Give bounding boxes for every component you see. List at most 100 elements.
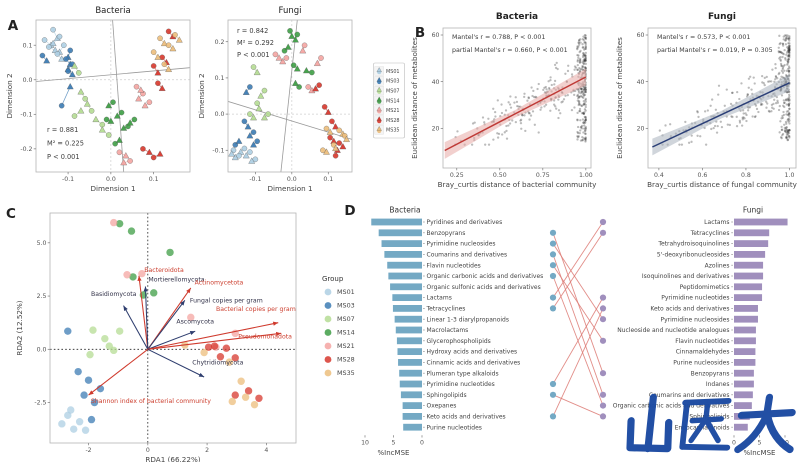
scatter-point bbox=[583, 59, 587, 62]
scatter-point bbox=[785, 131, 788, 134]
scatter-point bbox=[786, 131, 789, 134]
scatter-point bbox=[713, 124, 717, 128]
scatter-point bbox=[576, 99, 579, 102]
sample-point-triangle bbox=[156, 150, 164, 157]
bar bbox=[399, 380, 422, 388]
scatter-point bbox=[576, 48, 579, 51]
sample-point-triangle bbox=[113, 112, 121, 119]
sample-point-triangle bbox=[120, 159, 128, 166]
scatter-point bbox=[581, 90, 584, 93]
connector-line bbox=[552, 232, 604, 309]
scatter-point bbox=[576, 68, 579, 71]
sample-point-circle bbox=[110, 99, 116, 105]
sample-point-circle bbox=[82, 96, 88, 102]
sample-point-triangle bbox=[228, 150, 236, 157]
scatter-point bbox=[785, 113, 788, 116]
scatter-point bbox=[788, 113, 791, 116]
scatter-point bbox=[787, 53, 790, 57]
scatter-point bbox=[521, 114, 524, 117]
scatter-point bbox=[584, 57, 587, 60]
y-axis-label: Dimension 2 bbox=[197, 73, 206, 118]
rda-sample-point bbox=[225, 358, 234, 366]
scatter-point bbox=[567, 64, 570, 67]
scatter-point bbox=[778, 57, 781, 60]
sample-point-triangle bbox=[160, 39, 168, 47]
bar-label: Organic carbonic acids and derivatives bbox=[613, 403, 730, 410]
sample-point-triangle bbox=[250, 141, 257, 148]
scatter-point bbox=[782, 113, 786, 116]
stats-text: r = 0.881 bbox=[47, 126, 78, 134]
plot-content bbox=[36, 20, 190, 172]
scatter-point bbox=[578, 43, 581, 46]
scatter-point bbox=[582, 112, 585, 115]
scatter-point bbox=[560, 101, 563, 104]
scatter-point bbox=[582, 62, 586, 66]
legend-item-label: MS35 bbox=[337, 369, 355, 377]
bar-label: Keto acids and derivatives bbox=[650, 306, 729, 313]
scatter-point bbox=[579, 38, 582, 41]
legend-swatch bbox=[324, 342, 332, 350]
scatter-point bbox=[754, 115, 757, 118]
scatter-point bbox=[576, 135, 580, 139]
scatter-point bbox=[549, 79, 552, 82]
scatter-point bbox=[787, 134, 790, 138]
bar bbox=[394, 315, 422, 323]
sample-point-circle bbox=[67, 47, 73, 54]
bar bbox=[734, 359, 756, 366]
scatter-point bbox=[509, 106, 513, 109]
bar-axis-label: %IncMSE bbox=[744, 449, 776, 457]
scatter-point bbox=[788, 44, 791, 48]
scatter-point bbox=[738, 119, 742, 122]
scatter-point bbox=[514, 96, 517, 99]
sample-point-triangle bbox=[98, 126, 106, 133]
scatter-point bbox=[583, 102, 586, 105]
scatter-point bbox=[787, 58, 790, 61]
scatter-point bbox=[581, 138, 584, 142]
scatter-point bbox=[678, 143, 681, 146]
scatter-point bbox=[787, 45, 790, 48]
scatter-point bbox=[508, 122, 512, 125]
scatter-point bbox=[787, 67, 790, 71]
rda-sample-point bbox=[123, 271, 131, 279]
scatter-point bbox=[780, 64, 783, 67]
scatter-point bbox=[776, 77, 779, 80]
rda-arrow bbox=[147, 332, 282, 350]
sample-point-circle bbox=[65, 68, 71, 74]
rda-sample-point bbox=[89, 326, 97, 334]
scatter-point bbox=[492, 138, 495, 141]
rda-sample-point bbox=[58, 420, 66, 428]
scatter-point bbox=[684, 120, 687, 124]
scatter-point bbox=[770, 110, 773, 113]
scatter-point bbox=[709, 104, 712, 107]
scatter-point bbox=[584, 103, 587, 106]
scatter-point bbox=[785, 122, 788, 125]
scatter-point bbox=[487, 143, 491, 146]
scatter-point bbox=[783, 129, 786, 132]
scatter-point bbox=[584, 126, 587, 130]
scatter-point bbox=[584, 119, 587, 122]
scatter-point bbox=[584, 59, 587, 62]
scatter-point bbox=[577, 89, 580, 92]
sample-point-triangle bbox=[343, 135, 350, 142]
connector-dot-fungi bbox=[599, 229, 607, 236]
scatter-point bbox=[505, 124, 508, 128]
bar bbox=[734, 283, 763, 291]
scatter-point bbox=[509, 95, 512, 98]
y-tick-label: 0.0 bbox=[23, 77, 33, 84]
sample-point-triangle bbox=[145, 148, 153, 155]
bar-label: Pyridines and derivatives bbox=[427, 219, 503, 226]
legend-item-label: MS21 bbox=[337, 342, 355, 350]
sample-point-circle bbox=[150, 63, 157, 69]
sample-point-circle bbox=[250, 64, 257, 70]
bar bbox=[399, 369, 422, 377]
scatter-point bbox=[735, 115, 738, 118]
scatter-point bbox=[584, 97, 587, 100]
bar bbox=[734, 218, 788, 226]
sample-point-triangle bbox=[105, 102, 113, 109]
scatter-point bbox=[584, 139, 587, 142]
scatter-point bbox=[779, 136, 783, 139]
scatter-point bbox=[584, 47, 587, 51]
watermark-stroke bbox=[734, 411, 771, 454]
rda-sample-point bbox=[138, 269, 146, 278]
scatter-point bbox=[780, 117, 783, 120]
